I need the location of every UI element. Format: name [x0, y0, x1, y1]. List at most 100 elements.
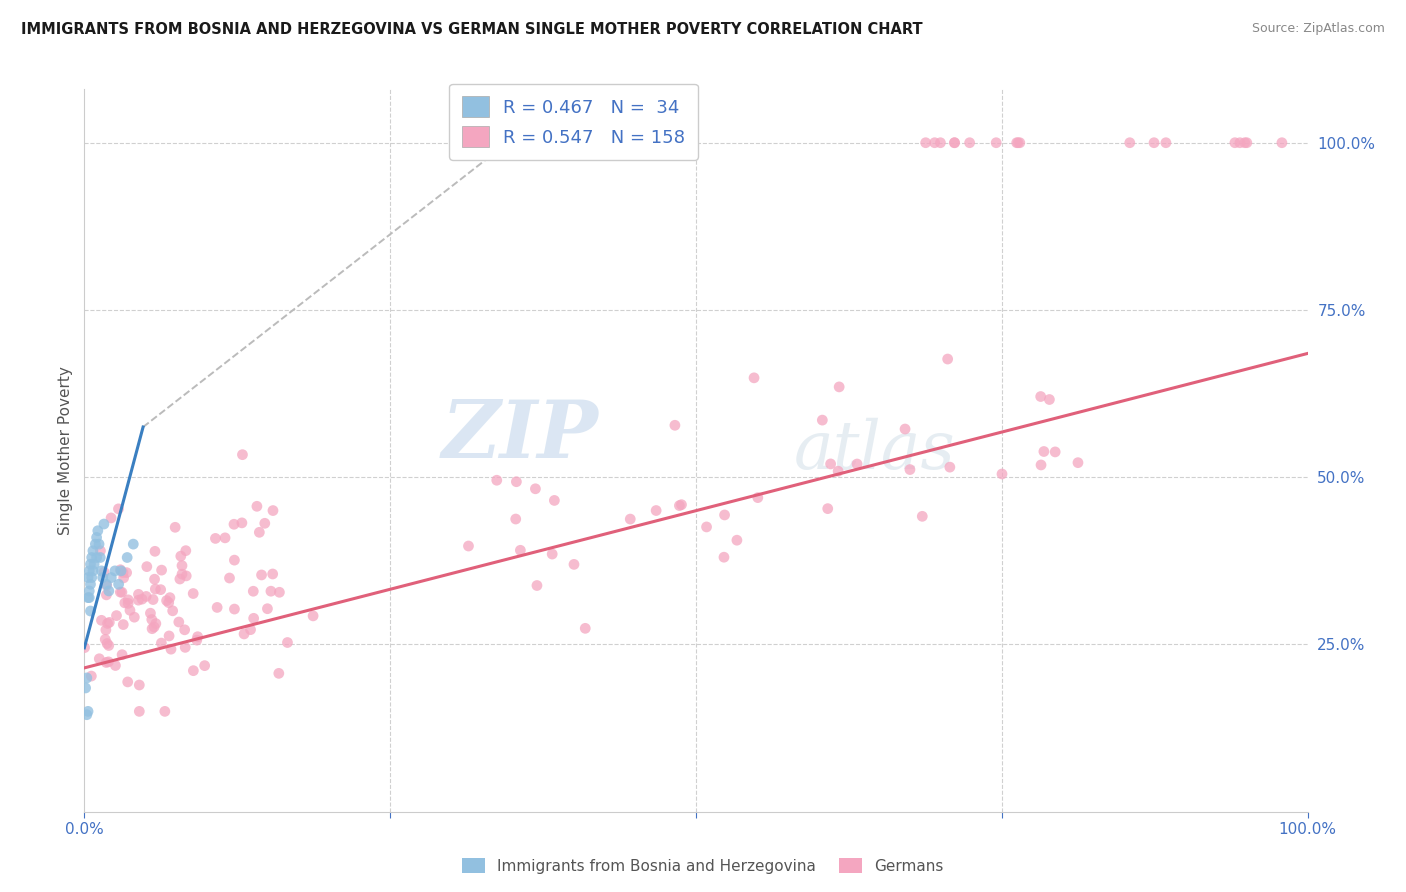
- Point: [929, 136, 952, 150]
- Point: [846, 457, 869, 471]
- Point: [97, 655, 120, 669]
- Point: [94, 623, 117, 637]
- Point: [127, 593, 149, 607]
- Point: [87, 537, 110, 551]
- Point: [117, 674, 139, 689]
- Point: [145, 616, 167, 631]
- Point: [135, 559, 157, 574]
- Point: [149, 582, 172, 597]
- Point: [80, 669, 103, 683]
- Point: [124, 610, 146, 624]
- Point: [664, 418, 686, 433]
- Point: [94, 632, 117, 647]
- Point: [115, 566, 138, 580]
- Point: [811, 413, 834, 427]
- Point: [153, 705, 176, 719]
- Point: [96, 616, 118, 631]
- Point: [959, 136, 981, 150]
- Point: [139, 606, 162, 620]
- Point: [117, 592, 139, 607]
- Point: [157, 629, 180, 643]
- Point: [671, 498, 693, 512]
- Point: [115, 550, 138, 565]
- Point: [986, 136, 1008, 150]
- Point: [112, 571, 135, 585]
- Point: [457, 539, 479, 553]
- Point: [83, 557, 105, 572]
- Point: [86, 530, 108, 544]
- Point: [233, 627, 256, 641]
- Point: [142, 592, 165, 607]
- Point: [1007, 136, 1029, 150]
- Point: [256, 601, 278, 615]
- Point: [91, 571, 114, 585]
- Point: [186, 633, 208, 648]
- Point: [167, 615, 190, 629]
- Point: [150, 636, 173, 650]
- Point: [87, 524, 110, 538]
- Point: [485, 473, 508, 487]
- Point: [713, 508, 735, 522]
- Point: [725, 533, 748, 548]
- Point: [1223, 136, 1246, 150]
- Point: [526, 578, 548, 592]
- Point: [73, 640, 96, 655]
- Point: [817, 501, 839, 516]
- Point: [162, 604, 184, 618]
- Point: [276, 635, 298, 649]
- Point: [1005, 136, 1028, 150]
- Point: [93, 565, 115, 579]
- Point: [747, 491, 769, 505]
- Point: [160, 642, 183, 657]
- Point: [105, 608, 128, 623]
- Point: [1236, 136, 1258, 150]
- Point: [89, 652, 111, 666]
- Point: [696, 520, 718, 534]
- Point: [75, 681, 97, 695]
- Point: [143, 620, 166, 634]
- Point: [79, 604, 101, 618]
- Point: [939, 460, 962, 475]
- Point: [155, 593, 177, 607]
- Point: [1008, 136, 1031, 150]
- Point: [128, 705, 150, 719]
- Point: [713, 550, 735, 565]
- Point: [509, 543, 531, 558]
- Point: [76, 671, 98, 685]
- Point: [174, 543, 197, 558]
- Point: [110, 563, 132, 577]
- Point: [1271, 136, 1294, 150]
- Point: [505, 512, 527, 526]
- Point: [898, 462, 921, 476]
- Point: [894, 422, 917, 436]
- Point: [159, 591, 181, 605]
- Point: [194, 658, 217, 673]
- Point: [135, 590, 157, 604]
- Point: [187, 630, 209, 644]
- Point: [170, 567, 193, 582]
- Point: [107, 501, 129, 516]
- Point: [97, 639, 120, 653]
- Point: [110, 564, 132, 578]
- Point: [1229, 136, 1251, 150]
- Point: [82, 564, 104, 578]
- Legend: R = 0.467   N =  34, R = 0.547   N = 158: R = 0.467 N = 34, R = 0.547 N = 158: [450, 84, 697, 160]
- Point: [562, 558, 585, 572]
- Point: [93, 517, 115, 532]
- Point: [174, 640, 197, 655]
- Point: [173, 623, 195, 637]
- Point: [1043, 445, 1066, 459]
- Point: [112, 617, 135, 632]
- Point: [96, 636, 118, 650]
- Text: atlas: atlas: [794, 417, 956, 483]
- Point: [1154, 136, 1177, 150]
- Point: [77, 591, 100, 605]
- Point: [77, 564, 100, 578]
- Point: [253, 516, 276, 531]
- Point: [174, 569, 197, 583]
- Point: [1038, 392, 1060, 407]
- Point: [77, 584, 100, 599]
- Point: [742, 371, 765, 385]
- Text: ZIP: ZIP: [441, 397, 598, 475]
- Point: [96, 588, 118, 602]
